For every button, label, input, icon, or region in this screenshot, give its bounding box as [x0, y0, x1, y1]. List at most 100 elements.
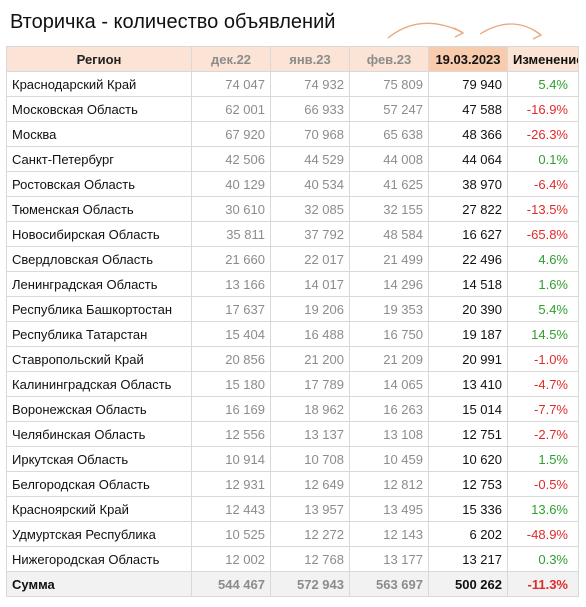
jan23-cell: 70 968 [270, 121, 350, 147]
current-cell: 13 217 [428, 546, 508, 572]
region-cell: Ленинградская Область [6, 271, 192, 297]
table-row: Ростовская Область 40 129 40 534 41 625 38 9… [6, 171, 579, 197]
region-cell: Тюменская Область [6, 196, 192, 222]
column-header-dec22[interactable]: дек.22 [191, 46, 271, 72]
change-cell: -48.9% [507, 521, 579, 547]
region-cell: Республика Башкортостан [6, 296, 192, 322]
jan23-cell: 13 957 [270, 496, 350, 522]
feb23-cell: 75 809 [349, 71, 429, 97]
dec22-cell: 74 047 [191, 71, 271, 97]
change-cell: -1.0% [507, 346, 579, 372]
change-cell: 5.4% [507, 296, 579, 322]
region-cell: Красноярский Край [6, 496, 192, 522]
region-cell: Ставропольский Край [6, 346, 192, 372]
jan23-cell: 572 943 [270, 571, 350, 597]
feb23-cell: 65 638 [349, 121, 429, 147]
page-title: Вторичка - количество объявлений [10, 11, 336, 33]
region-cell: Ростовская Область [6, 171, 192, 197]
table-row: Воронежская Область 16 169 18 962 16 263 15 … [6, 396, 579, 422]
column-header-change[interactable]: Изменение [507, 46, 579, 72]
jan23-cell: 40 534 [270, 171, 350, 197]
jan23-cell: 74 932 [270, 71, 350, 97]
dec22-cell: 67 920 [191, 121, 271, 147]
feb23-cell: 21 499 [349, 246, 429, 272]
jan23-cell: 37 792 [270, 221, 350, 247]
table-row: Республика Башкортостан 17 637 19 206 19 35… [6, 296, 579, 322]
feb23-cell: 14 296 [349, 271, 429, 297]
change-cell: 14.5% [507, 321, 579, 347]
region-cell: Воронежская Область [6, 396, 192, 422]
dec22-cell: 12 556 [191, 421, 271, 447]
table-row: Ставропольский Край 20 856 21 200 21 209 20 … [6, 346, 579, 372]
table-row: Ленинградская Область 13 166 14 017 14 296 1… [6, 271, 579, 297]
region-cell: Новосибирская Область [6, 221, 192, 247]
jan23-cell: 22 017 [270, 246, 350, 272]
jan23-cell: 66 933 [270, 96, 350, 122]
column-header-current[interactable]: 19.03.2023 [428, 46, 508, 72]
jan23-cell: 16 488 [270, 321, 350, 347]
feb23-cell: 12 143 [349, 521, 429, 547]
feb23-cell: 48 584 [349, 221, 429, 247]
jan23-cell: 14 017 [270, 271, 350, 297]
region-cell: Удмуртская Республика [6, 521, 192, 547]
current-cell: 16 627 [428, 221, 508, 247]
change-cell: -6.4% [507, 171, 579, 197]
table-row: Новосибирская Область 35 811 37 792 48 584 1… [6, 221, 579, 247]
current-cell: 22 496 [428, 246, 508, 272]
current-cell: 47 588 [428, 96, 508, 122]
change-cell: 13.6% [507, 496, 579, 522]
dec22-cell: 10 914 [191, 446, 271, 472]
jan23-cell: 12 768 [270, 546, 350, 572]
jan23-cell: 12 272 [270, 521, 350, 547]
dec22-cell: 35 811 [191, 221, 271, 247]
current-cell: 12 753 [428, 471, 508, 497]
table-row: Красноярский Край 12 443 13 957 13 495 15 33… [6, 496, 579, 522]
table-row: Белгородская Область 12 931 12 649 12 812 12… [6, 471, 579, 497]
feb23-cell: 21 209 [349, 346, 429, 372]
table-row: Москва 67 920 70 968 65 638 48 366 -26.3% [6, 121, 579, 147]
current-cell: 14 518 [428, 271, 508, 297]
dec22-cell: 15 180 [191, 371, 271, 397]
column-header-region[interactable]: Регион [6, 46, 192, 72]
feb23-cell: 19 353 [349, 296, 429, 322]
table-row: Краснодарский Край 74 047 74 932 75 809 79 9… [6, 71, 579, 97]
change-cell: -2.7% [507, 421, 579, 447]
current-cell: 6 202 [428, 521, 508, 547]
feb23-cell: 57 247 [349, 96, 429, 122]
dec22-cell: 30 610 [191, 196, 271, 222]
dec22-cell: 17 637 [191, 296, 271, 322]
current-cell: 19 187 [428, 321, 508, 347]
dec22-cell: 12 931 [191, 471, 271, 497]
feb23-cell: 14 065 [349, 371, 429, 397]
change-cell: -4.7% [507, 371, 579, 397]
dec22-cell: 20 856 [191, 346, 271, 372]
current-cell: 10 620 [428, 446, 508, 472]
region-cell: Калининградская Область [6, 371, 192, 397]
table-header-row: Регион дек.22 янв.23 фев.23 19.03.2023 И… [6, 46, 579, 72]
feb23-cell: 13 495 [349, 496, 429, 522]
current-cell: 15 336 [428, 496, 508, 522]
region-cell: Москва [6, 121, 192, 147]
table-row: Санкт-Петербург 42 506 44 529 44 008 44 064 0… [6, 146, 579, 172]
table-row: Удмуртская Республика 10 525 12 272 12 143 6… [6, 521, 579, 547]
change-cell: 1.5% [507, 446, 579, 472]
region-cell: Республика Татарстан [6, 321, 192, 347]
column-header-feb23[interactable]: фев.23 [349, 46, 429, 72]
region-cell: Свердловская Область [6, 246, 192, 272]
region-cell: Нижегородская Область [6, 546, 192, 572]
region-cell: Челябинская Область [6, 421, 192, 447]
current-cell: 38 970 [428, 171, 508, 197]
change-cell: -0.5% [507, 471, 579, 497]
region-cell: Сумма [6, 571, 192, 597]
table-row: Тюменская Область 30 610 32 085 32 155 27 82… [6, 196, 579, 222]
current-cell: 20 991 [428, 346, 508, 372]
table-row: Свердловская Область 21 660 22 017 21 499 22… [6, 246, 579, 272]
column-header-jan23[interactable]: янв.23 [270, 46, 350, 72]
dec22-cell: 40 129 [191, 171, 271, 197]
table-row: Нижегородская Область 12 002 12 768 13 177 1… [6, 546, 579, 572]
change-cell: -16.9% [507, 96, 579, 122]
feb23-cell: 563 697 [349, 571, 429, 597]
current-cell: 20 390 [428, 296, 508, 322]
jan23-cell: 18 962 [270, 396, 350, 422]
dec22-cell: 42 506 [191, 146, 271, 172]
